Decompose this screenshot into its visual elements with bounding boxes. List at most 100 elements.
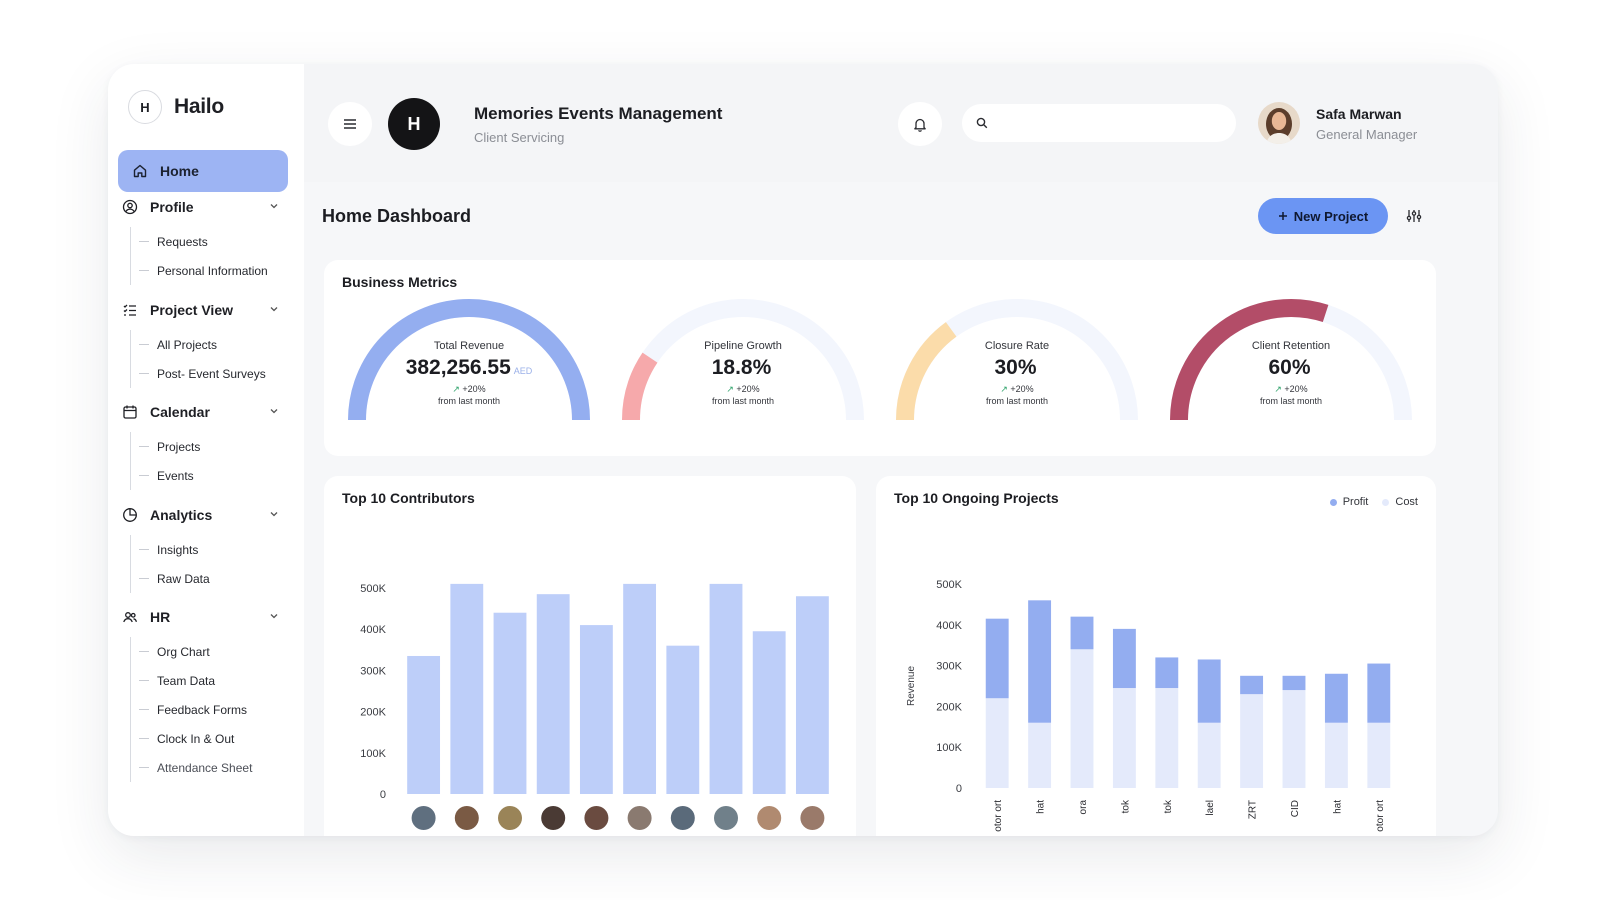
hr-submenu: Org Chart Team Data Feedback Forms Clock… bbox=[130, 637, 252, 782]
gauge-label: Pipeline Growth bbox=[704, 340, 782, 352]
y-tick-label: 400K bbox=[360, 624, 386, 636]
search-icon bbox=[976, 117, 988, 129]
gauge-fill bbox=[1170, 299, 1329, 421]
user-name: Safa Marwan bbox=[1316, 106, 1402, 122]
list-check-icon bbox=[122, 302, 138, 318]
gauge-change: ↗ +20% bbox=[1274, 384, 1308, 394]
sidebar-section-calendar[interactable]: Calendar bbox=[122, 400, 280, 424]
home-icon bbox=[133, 164, 147, 178]
x-tick-label: hat bbox=[1036, 800, 1047, 814]
bar-profit bbox=[1282, 675, 1306, 691]
sidebar-item-feedback-forms[interactable]: Feedback Forms bbox=[131, 695, 252, 724]
bar-cost bbox=[1197, 722, 1221, 788]
brand[interactable]: H Hailo bbox=[128, 90, 224, 124]
x-tick-label: lael bbox=[1205, 800, 1216, 816]
user-photo-icon bbox=[1258, 102, 1300, 144]
sidebar-item-all-projects[interactable]: All Projects bbox=[131, 330, 266, 359]
sidebar-item-home[interactable]: Home bbox=[118, 150, 288, 192]
search-input[interactable] bbox=[996, 115, 1226, 131]
contributor-avatar bbox=[454, 806, 479, 830]
sidebar-item-clock-in-out[interactable]: Clock In & Out bbox=[131, 724, 252, 753]
app-window: H Hailo Home Profile Requests Personal I… bbox=[108, 64, 1498, 836]
filter-button[interactable] bbox=[1402, 204, 1426, 228]
sidebar-section-project-view[interactable]: Project View bbox=[122, 298, 280, 322]
sidebar-section-analytics[interactable]: Analytics bbox=[122, 503, 280, 527]
metrics-title: Business Metrics bbox=[342, 274, 458, 290]
sidebar-item-team-data[interactable]: Team Data bbox=[131, 666, 252, 695]
legend-item-cost[interactable]: Cost bbox=[1382, 496, 1418, 508]
sidebar-item-insights[interactable]: Insights bbox=[131, 535, 210, 564]
sidebar-section-hr[interactable]: HR bbox=[122, 605, 280, 629]
gauge-arc bbox=[622, 299, 864, 421]
user-avatar[interactable] bbox=[1258, 102, 1300, 144]
top-projects-card: Top 10 Ongoing Projects Profit Cost 0 100… bbox=[876, 476, 1436, 836]
gauge-note: from last month bbox=[1259, 396, 1323, 406]
chevron-down-icon[interactable] bbox=[268, 610, 280, 622]
arrow-up-right-icon: ↗ bbox=[452, 384, 460, 394]
bar-cost bbox=[985, 698, 1009, 788]
sidebar-section-profile[interactable]: Profile bbox=[122, 195, 280, 219]
contributor-avatar bbox=[627, 806, 652, 830]
sidebar-item-post-event-surveys[interactable]: Post- Event Surveys bbox=[131, 359, 266, 388]
chevron-down-icon[interactable] bbox=[268, 405, 280, 417]
bar-profit bbox=[1324, 673, 1348, 723]
y-tick-label: 300K bbox=[360, 665, 386, 677]
gauge-label: Closure Rate bbox=[984, 340, 1050, 352]
bar-profit bbox=[1112, 628, 1136, 689]
gauge-value: 30% bbox=[994, 356, 1037, 379]
bar-profit bbox=[1367, 663, 1391, 723]
projects-title: Top 10 Ongoing Projects bbox=[894, 490, 1059, 506]
y-tick-label: 400K bbox=[936, 620, 962, 632]
sidebar-item-raw-data[interactable]: Raw Data bbox=[131, 564, 210, 593]
gauge-change: ↗ +20% bbox=[1000, 384, 1034, 394]
bar bbox=[493, 612, 527, 794]
sidebar-item-requests[interactable]: Requests bbox=[131, 227, 268, 256]
chevron-down-icon[interactable] bbox=[268, 200, 280, 212]
contributors-chart: 0 100K 200K 300K 400K 500K bbox=[360, 583, 829, 830]
new-project-button[interactable]: New Project bbox=[1258, 198, 1388, 234]
sidebar-item-calendar-projects[interactable]: Projects bbox=[131, 432, 200, 461]
new-project-label: New Project bbox=[1293, 208, 1369, 224]
gauge-arc bbox=[1170, 299, 1412, 421]
sidebar-item-attendance-sheet[interactable]: Attendance Sheet bbox=[131, 753, 252, 782]
sidebar-section-label: Project View bbox=[150, 302, 234, 318]
legend-item-profit[interactable]: Profit bbox=[1329, 496, 1368, 508]
contributor-avatar bbox=[757, 806, 782, 830]
sidebar-item-label: Home bbox=[160, 163, 199, 179]
chevron-down-icon[interactable] bbox=[268, 303, 280, 315]
bar-profit bbox=[985, 618, 1009, 699]
x-tick-label: hat bbox=[1332, 800, 1343, 814]
bar bbox=[579, 625, 613, 794]
bar-cost bbox=[1070, 649, 1094, 788]
x-tick-label: tok bbox=[1120, 799, 1131, 813]
sidebar-item-personal-information[interactable]: Personal Information bbox=[131, 256, 268, 285]
sidebar-item-org-chart[interactable]: Org Chart bbox=[131, 637, 252, 666]
bar bbox=[795, 596, 829, 794]
bar bbox=[709, 583, 743, 794]
gauge-fill bbox=[896, 322, 957, 421]
menu-button[interactable] bbox=[328, 102, 372, 146]
gauge-pipeline-growth: Pipeline Growth 18.8% ↗ +20% from last m… bbox=[618, 296, 868, 426]
sidebar-item-events[interactable]: Events bbox=[131, 461, 200, 490]
pie-chart-icon bbox=[122, 507, 138, 523]
notifications-button[interactable] bbox=[898, 102, 942, 146]
contributor-avatar bbox=[541, 806, 566, 830]
brand-name: Hailo bbox=[174, 95, 224, 118]
hamburger-icon bbox=[344, 119, 356, 129]
brand-logo: H bbox=[128, 90, 162, 124]
y-axis-label: Revenue bbox=[906, 666, 917, 706]
y-tick-label: 0 bbox=[380, 789, 386, 801]
x-tick-label: ora bbox=[1078, 800, 1089, 815]
calendar-icon bbox=[122, 404, 138, 420]
contributor-avatar bbox=[800, 806, 825, 830]
bar-cost bbox=[1240, 694, 1264, 788]
gauge-note: from last month bbox=[985, 396, 1049, 406]
sidebar-section-label: Calendar bbox=[150, 404, 210, 420]
bar-cost bbox=[1112, 688, 1136, 788]
gauge-value: 382,256.55 AED bbox=[405, 356, 533, 379]
org-avatar[interactable]: H bbox=[388, 98, 440, 150]
gauge-change: ↗ +20% bbox=[452, 384, 486, 394]
chevron-down-icon[interactable] bbox=[268, 508, 280, 520]
gauge-arc bbox=[896, 299, 1138, 421]
bar-profit bbox=[1155, 657, 1179, 689]
